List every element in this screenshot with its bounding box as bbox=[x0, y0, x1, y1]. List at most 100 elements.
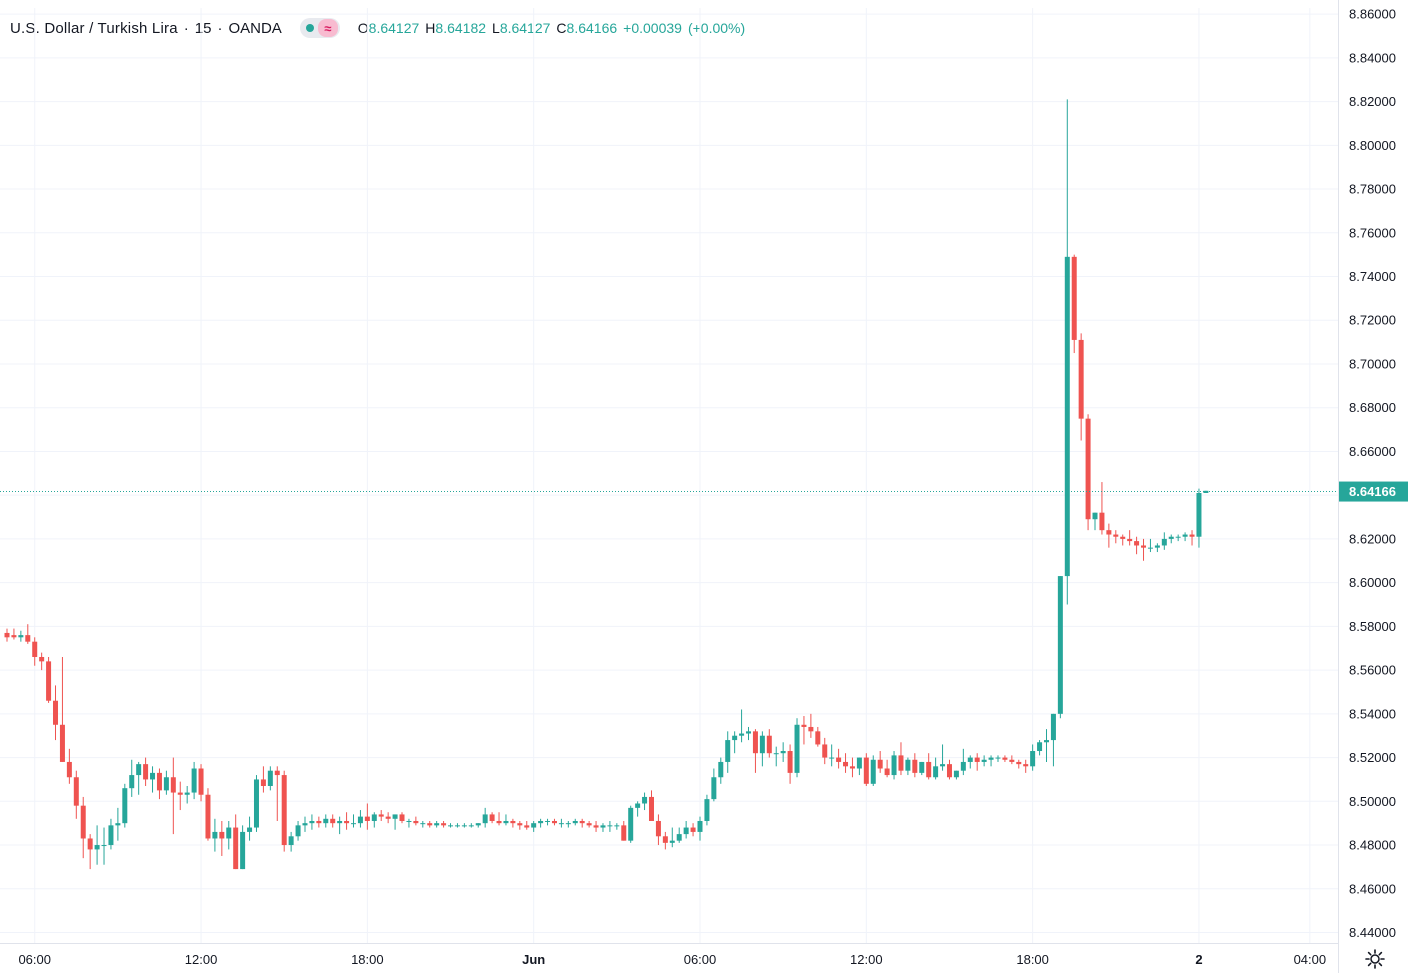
candle[interactable] bbox=[219, 820, 225, 856]
candle[interactable] bbox=[281, 770, 287, 852]
candle[interactable] bbox=[794, 718, 800, 778]
candle[interactable] bbox=[482, 807, 488, 828]
candle[interactable] bbox=[413, 816, 419, 826]
interval-label[interactable]: 15 bbox=[194, 19, 212, 37]
candle[interactable] bbox=[226, 820, 232, 850]
candle[interactable] bbox=[1037, 740, 1043, 756]
candle[interactable] bbox=[1050, 713, 1056, 767]
candle[interactable] bbox=[385, 812, 391, 824]
candle[interactable] bbox=[1189, 530, 1195, 546]
candle[interactable] bbox=[1161, 532, 1167, 550]
candle[interactable] bbox=[642, 792, 648, 811]
candle[interactable] bbox=[912, 753, 918, 778]
candle[interactable] bbox=[898, 742, 904, 776]
candle[interactable] bbox=[621, 820, 627, 841]
market-status-pill[interactable]: ≈ bbox=[299, 18, 340, 38]
candle[interactable] bbox=[247, 816, 253, 841]
candle[interactable] bbox=[205, 788, 211, 841]
time-axis[interactable]: 06:00 12:00 18:00 Jun 06:00 12:00 18:00 2 04:00 bbox=[0, 943, 1338, 968]
candle[interactable] bbox=[593, 820, 599, 832]
candle[interactable] bbox=[177, 781, 183, 811]
candle[interactable] bbox=[295, 820, 301, 841]
candle[interactable] bbox=[531, 820, 537, 832]
candle[interactable] bbox=[933, 757, 939, 780]
candle[interactable] bbox=[919, 761, 925, 776]
candle[interactable] bbox=[648, 790, 654, 821]
candle[interactable] bbox=[676, 827, 682, 843]
candle[interactable] bbox=[953, 770, 959, 780]
candle[interactable] bbox=[863, 753, 869, 787]
candle[interactable] bbox=[1106, 523, 1112, 548]
candle[interactable] bbox=[1044, 729, 1049, 762]
candle[interactable] bbox=[780, 742, 786, 762]
candle[interactable] bbox=[711, 768, 717, 802]
candle[interactable] bbox=[808, 713, 814, 738]
candle[interactable] bbox=[233, 814, 239, 870]
candle[interactable] bbox=[1147, 538, 1153, 553]
candle[interactable] bbox=[1154, 543, 1160, 553]
candle[interactable] bbox=[704, 794, 710, 826]
candle[interactable] bbox=[655, 814, 661, 846]
candle[interactable] bbox=[184, 786, 190, 804]
candle[interactable] bbox=[156, 768, 162, 800]
candle[interactable] bbox=[787, 744, 793, 784]
candle[interactable] bbox=[378, 810, 384, 821]
candle[interactable] bbox=[725, 731, 731, 773]
candle[interactable] bbox=[967, 755, 973, 769]
candle[interactable] bbox=[891, 751, 897, 780]
candle[interactable] bbox=[344, 812, 350, 830]
candle[interactable] bbox=[454, 823, 460, 828]
candle[interactable] bbox=[66, 748, 72, 784]
candles[interactable] bbox=[4, 99, 1209, 870]
candle[interactable] bbox=[1120, 534, 1126, 546]
candle[interactable] bbox=[32, 637, 38, 666]
candle[interactable] bbox=[4, 628, 10, 642]
candle[interactable] bbox=[392, 814, 398, 830]
candle[interactable] bbox=[46, 656, 52, 703]
candle[interactable] bbox=[905, 757, 911, 776]
candle[interactable] bbox=[1168, 534, 1174, 544]
candle[interactable] bbox=[11, 628, 17, 640]
candle[interactable] bbox=[191, 761, 197, 800]
candle[interactable] bbox=[538, 818, 544, 828]
candle[interactable] bbox=[1064, 99, 1070, 605]
candle[interactable] bbox=[122, 783, 128, 828]
candle[interactable] bbox=[1016, 759, 1022, 769]
candle[interactable] bbox=[849, 757, 855, 778]
candle[interactable] bbox=[1057, 576, 1063, 719]
candle[interactable] bbox=[766, 729, 772, 758]
symbol-title[interactable]: U.S. Dollar / Turkish Lira bbox=[10, 19, 178, 37]
candle[interactable] bbox=[73, 770, 79, 819]
candle[interactable] bbox=[545, 818, 551, 826]
candle[interactable] bbox=[351, 814, 356, 828]
candle[interactable] bbox=[683, 820, 689, 839]
candle[interactable] bbox=[1203, 490, 1209, 493]
candle[interactable] bbox=[1071, 254, 1077, 354]
candle[interactable] bbox=[926, 753, 932, 780]
candle[interactable] bbox=[614, 823, 620, 830]
candle[interactable] bbox=[1099, 482, 1105, 535]
candle[interactable] bbox=[18, 630, 24, 642]
candle[interactable] bbox=[690, 823, 696, 837]
candle[interactable] bbox=[1002, 755, 1008, 762]
candle[interactable] bbox=[1141, 538, 1147, 561]
candle[interactable] bbox=[461, 823, 467, 828]
candle[interactable] bbox=[974, 753, 980, 771]
candle[interactable] bbox=[371, 812, 377, 828]
candle[interactable] bbox=[1196, 488, 1202, 548]
candle[interactable] bbox=[323, 814, 329, 828]
candle[interactable] bbox=[940, 744, 946, 771]
candle[interactable] bbox=[108, 818, 114, 850]
candle[interactable] bbox=[801, 716, 807, 745]
candle[interactable] bbox=[288, 831, 294, 852]
candle[interactable] bbox=[274, 766, 280, 821]
candle[interactable] bbox=[759, 731, 765, 767]
candle[interactable] bbox=[1085, 414, 1091, 531]
candle[interactable] bbox=[697, 816, 703, 841]
candle[interactable] bbox=[253, 775, 259, 832]
candle[interactable] bbox=[399, 812, 405, 824]
candle[interactable] bbox=[25, 624, 31, 644]
candle[interactable] bbox=[1023, 759, 1029, 773]
candle[interactable] bbox=[877, 751, 883, 773]
candle[interactable] bbox=[635, 801, 641, 817]
